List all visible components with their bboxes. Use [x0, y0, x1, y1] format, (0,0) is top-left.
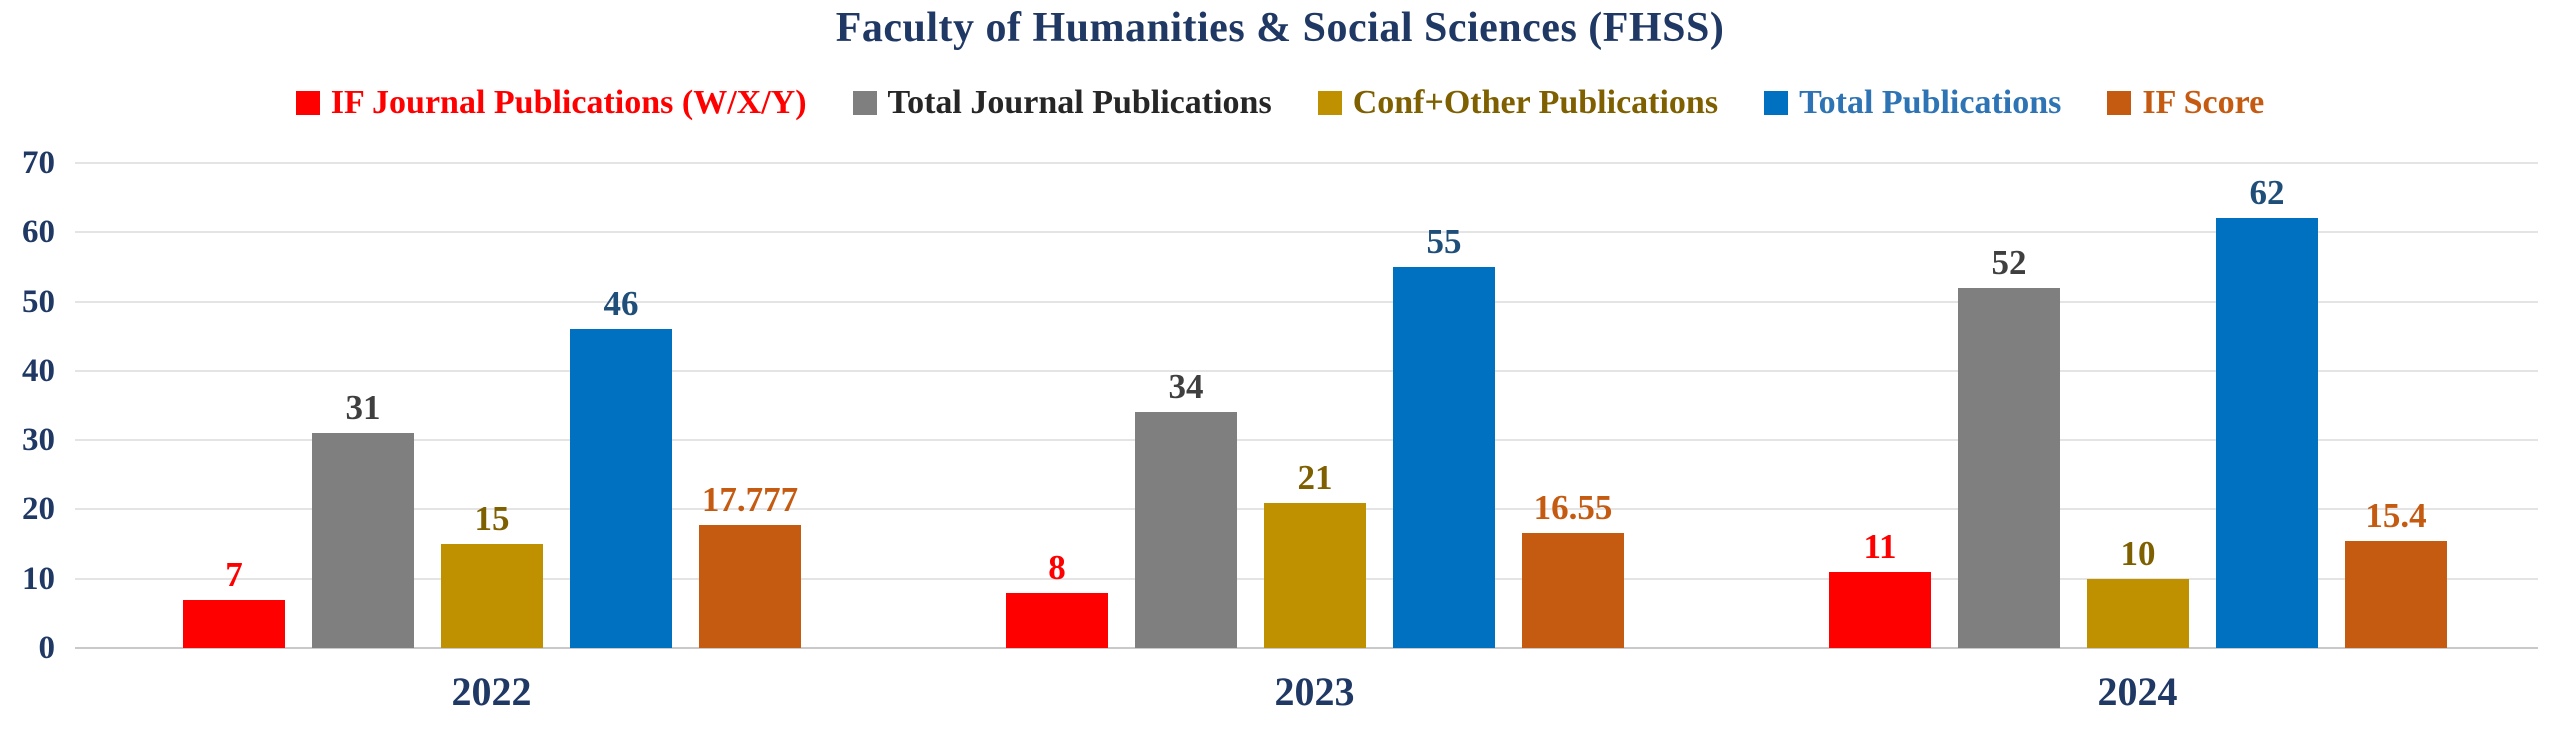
x-axis-label: 2024 — [2097, 669, 2178, 714]
legend-label: IF Score — [2142, 84, 2265, 121]
bar: 46 — [570, 286, 672, 648]
bar-value-label: 16.55 — [1533, 488, 1613, 528]
bar: 62 — [2216, 175, 2318, 648]
gridline — [75, 162, 2538, 164]
bar-value-label: 46 — [603, 284, 639, 324]
bar: 55 — [1393, 224, 1495, 648]
x-axis-label: 2022 — [451, 669, 532, 714]
bar-group-2024: 11 52 10 62 15.4 — [1829, 163, 2447, 648]
legend-swatch-icon — [852, 91, 877, 115]
bar-value-label: 15 — [474, 499, 510, 539]
y-axis-tick: 30 — [22, 422, 55, 459]
bar-value-label: 52 — [1991, 242, 2027, 282]
y-axis-tick: 40 — [22, 352, 55, 389]
bar: 11 — [1829, 529, 1931, 648]
y-axis-tick: 10 — [22, 560, 55, 597]
legend-item-2: Conf+Other Publications — [1317, 84, 1719, 122]
bar-group-2023: 8 34 21 55 16.55 — [1006, 163, 1624, 648]
bar: 10 — [2087, 536, 2189, 648]
bar-value-label: 55 — [1426, 221, 1462, 261]
legend-label: Total Journal Publications — [887, 84, 1272, 121]
bar-value-label: 7 — [225, 554, 243, 594]
bar-value-label: 15.4 — [2365, 496, 2427, 536]
bar: 8 — [1006, 550, 1108, 648]
chart-title: Faculty of Humanities & Social Sciences … — [835, 5, 1725, 51]
plot-area: 70 60 50 40 30 20 10 0 7 31 15 46 17.777 8 34 21 55 16.55… — [22, 147, 2538, 665]
legend-swatch-icon — [1764, 91, 1789, 115]
x-axis-baseline — [75, 647, 2538, 649]
y-axis-tick: 70 — [22, 145, 55, 181]
bar: 17.777 — [699, 482, 801, 648]
bar: 21 — [1264, 460, 1366, 648]
x-axis-label: 2023 — [1274, 669, 1355, 714]
bar-value-label: 34 — [1168, 367, 1204, 407]
legend-swatch-icon — [295, 91, 320, 115]
gridline — [75, 439, 2538, 442]
bar-value-label: 10 — [2120, 533, 2156, 573]
bar-value-label: 62 — [2249, 173, 2285, 213]
legend: IF Journal Publications (W/X/Y) Total Jou… — [0, 84, 2560, 122]
legend-item-1: Total Journal Publications — [852, 84, 1272, 122]
bar: 15.4 — [2345, 498, 2447, 648]
bar-value-label: 17.777 — [701, 479, 799, 519]
y-axis-tick: 50 — [22, 283, 55, 320]
bar: 52 — [1958, 245, 2060, 648]
legend-swatch-icon — [1317, 91, 1342, 115]
legend-item-4: IF Score — [2107, 84, 2264, 122]
bar-value-label: 31 — [345, 388, 381, 428]
y-axis-tick: 60 — [22, 214, 55, 251]
bar: 16.55 — [1522, 490, 1624, 648]
legend-label: Conf+Other Publications — [1352, 84, 1719, 121]
legend-item-3: Total Publications — [1764, 84, 2061, 122]
y-axis-tick: 0 — [38, 630, 56, 666]
gridline — [75, 231, 2538, 234]
bar-value-label: 11 — [1863, 526, 1897, 566]
gridline — [75, 369, 2538, 372]
legend-item-0: IF Journal Publications (W/X/Y) — [295, 84, 807, 122]
bar-value-label: 21 — [1297, 457, 1333, 497]
bar: 7 — [183, 557, 285, 648]
legend-label: IF Journal Publications (W/X/Y) — [330, 84, 807, 121]
bar: 34 — [1135, 369, 1237, 648]
legend-swatch-icon — [2107, 91, 2132, 115]
bar-value-label: 8 — [1048, 547, 1066, 587]
gridline — [75, 300, 2538, 303]
bar: 15 — [441, 501, 543, 648]
legend-label: Total Publications — [1799, 84, 2062, 121]
bar: 31 — [312, 390, 414, 648]
bar-group-2022: 7 31 15 46 17.777 — [183, 163, 801, 648]
y-axis-tick: 20 — [22, 491, 55, 528]
